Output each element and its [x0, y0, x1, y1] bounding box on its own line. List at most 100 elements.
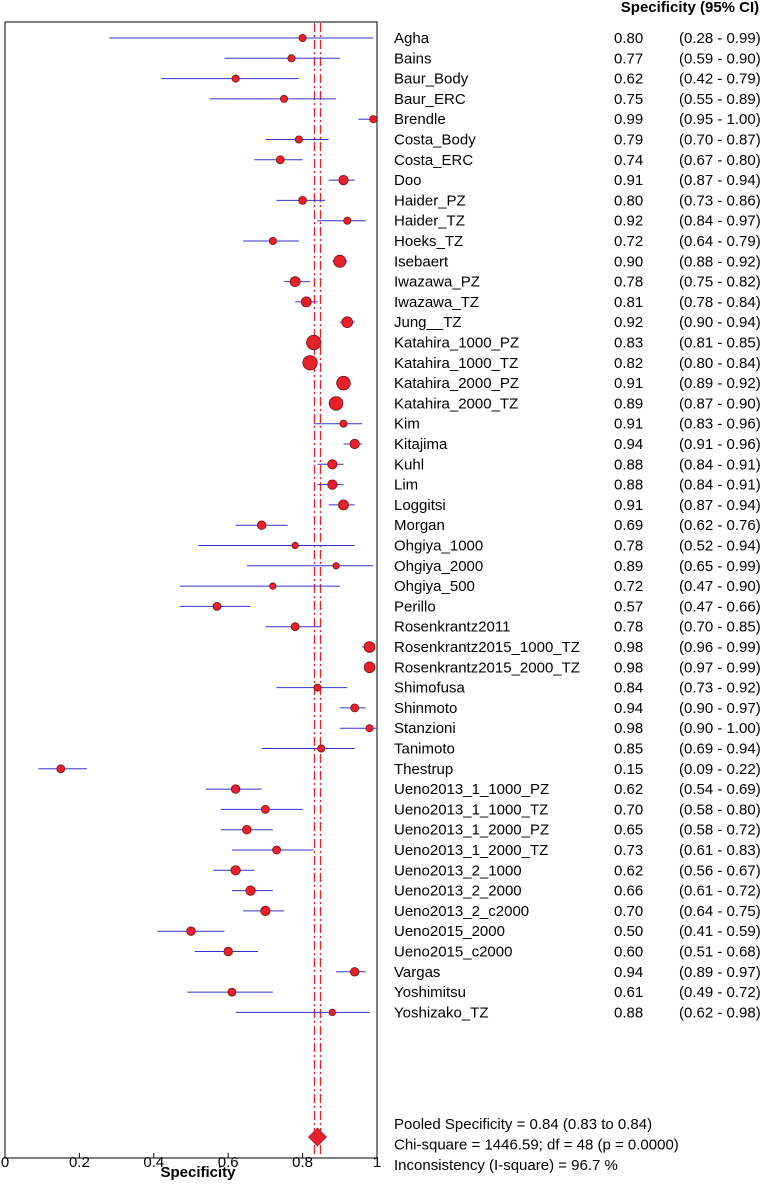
study-label: Iwazawa_PZ: [394, 274, 480, 291]
study-ci: (0.58 - 0.80): [679, 801, 761, 818]
study-point: [306, 334, 322, 351]
study-label: Katahira_1000_PZ: [394, 335, 519, 352]
study-ci: (0.61 - 0.83): [679, 842, 761, 859]
study-estimate: 0.82: [614, 355, 643, 372]
study-estimate: 0.72: [614, 233, 643, 250]
study-point: [223, 946, 233, 957]
study-estimate: 0.94: [614, 436, 643, 453]
study-point: [338, 499, 349, 511]
study-estimate: 0.72: [614, 578, 643, 595]
study-label: Iwazawa_TZ: [394, 294, 479, 311]
study-estimate: 0.88: [614, 1004, 643, 1021]
x-tick-label: 0.4: [143, 1154, 164, 1171]
study-ci: (0.41 - 0.59): [679, 923, 761, 940]
study-ci: (0.89 - 0.92): [679, 375, 761, 392]
study-point: [341, 316, 354, 329]
x-axis-label: Specificity: [160, 1164, 236, 1181]
study-estimate: 0.85: [614, 741, 643, 758]
study-ci: (0.75 - 0.82): [679, 274, 761, 291]
study-label: Ueno2013_2_c2000: [394, 903, 529, 920]
study-label: Haider_TZ: [394, 213, 465, 230]
study-label: Baur_Body: [394, 71, 469, 88]
study-ci: (0.87 - 0.94): [679, 497, 761, 514]
study-ci: (0.51 - 0.68): [679, 944, 761, 961]
study-point: [339, 419, 348, 428]
study-label: Perillo: [394, 598, 436, 615]
study-ci: (0.70 - 0.87): [679, 132, 761, 149]
study-point: [287, 54, 296, 63]
study-ci: (0.56 - 0.67): [679, 862, 761, 879]
study-label: Ueno2013_2_1000: [394, 862, 522, 879]
study-point: [291, 541, 299, 550]
study-estimate: 0.89: [614, 558, 643, 575]
study-ci: (0.97 - 0.99): [679, 659, 761, 676]
study-estimate: 0.78: [614, 274, 643, 291]
study-label: Ohgiya_2000: [394, 558, 483, 575]
study-ci: (0.87 - 0.94): [679, 172, 761, 189]
study-label: Brendle: [394, 111, 446, 128]
study-estimate: 0.80: [614, 192, 643, 209]
summary-line: Chi-square = 1446.59; df = 48 (p = 0.000…: [394, 1137, 679, 1154]
study-ci: (0.62 - 0.76): [679, 517, 761, 534]
study-estimate: 0.62: [614, 781, 643, 798]
study-estimate: 0.94: [614, 964, 643, 981]
study-point: [294, 135, 303, 144]
study-point: [56, 764, 66, 774]
study-ci: (0.90 - 1.00): [679, 720, 761, 737]
study-ci: (0.58 - 0.72): [679, 822, 761, 839]
study-ci: (0.54 - 0.69): [679, 781, 761, 798]
study-point: [268, 236, 277, 245]
study-point: [230, 865, 241, 876]
study-estimate: 0.77: [614, 50, 643, 67]
study-estimate: 0.98: [614, 639, 643, 656]
study-estimate: 0.62: [614, 862, 643, 879]
study-point: [327, 479, 338, 490]
study-label: Ohgiya_1000: [394, 538, 483, 555]
study-estimate: 0.74: [614, 152, 643, 169]
study-ci: (0.96 - 0.99): [679, 639, 761, 656]
study-label: Ueno2013_1_2000_TZ: [394, 842, 548, 859]
column-header: Specificity (95% CI): [621, 0, 759, 16]
study-point: [242, 825, 252, 835]
study-label: Stanzioni: [394, 720, 456, 737]
study-point: [300, 296, 312, 308]
plot-frame: [4, 21, 378, 1159]
study-ci: (0.84 - 0.91): [679, 477, 761, 494]
study-label: Ueno2015_c2000: [394, 944, 512, 961]
study-label: Thestrup: [394, 761, 453, 778]
study-point: [298, 34, 307, 43]
study-point: [365, 724, 374, 733]
study-ci: (0.28 - 0.99): [679, 30, 761, 47]
study-label: Yoshizako_TZ: [394, 1004, 489, 1021]
study-ci: (0.80 - 0.84): [679, 355, 761, 372]
study-ci: (0.62 - 0.98): [679, 1004, 761, 1021]
study-ci: (0.69 - 0.94): [679, 741, 761, 758]
study-label: Baur_ERC: [394, 91, 466, 108]
x-tick-label: 0.2: [69, 1154, 90, 1171]
pooled-diamond: [308, 1127, 327, 1147]
study-label: Ueno2013_1_1000_TZ: [394, 801, 548, 818]
study-estimate: 0.91: [614, 172, 643, 189]
study-estimate: 0.84: [614, 680, 643, 697]
study-label: Haider_PZ: [394, 192, 466, 209]
study-point: [272, 845, 281, 855]
study-label: Ueno2013_2_2000: [394, 883, 522, 900]
study-point: [186, 926, 196, 936]
study-ci: (0.47 - 0.90): [679, 578, 761, 595]
study-point: [350, 703, 360, 713]
study-point: [338, 175, 349, 186]
study-estimate: 0.69: [614, 517, 643, 534]
study-ci: (0.65 - 0.99): [679, 558, 761, 575]
study-ci: (0.90 - 0.94): [679, 314, 761, 331]
study-ci: (0.47 - 0.66): [679, 598, 761, 615]
study-estimate: 0.73: [614, 842, 643, 859]
study-estimate: 0.62: [614, 71, 643, 88]
study-point: [313, 683, 322, 692]
study-estimate: 0.91: [614, 497, 643, 514]
study-ci: (0.84 - 0.97): [679, 213, 761, 230]
study-ci: (0.83 - 0.96): [679, 416, 761, 433]
study-estimate: 0.91: [614, 416, 643, 433]
study-label: Kim: [394, 416, 420, 433]
study-estimate: 0.98: [614, 720, 643, 737]
